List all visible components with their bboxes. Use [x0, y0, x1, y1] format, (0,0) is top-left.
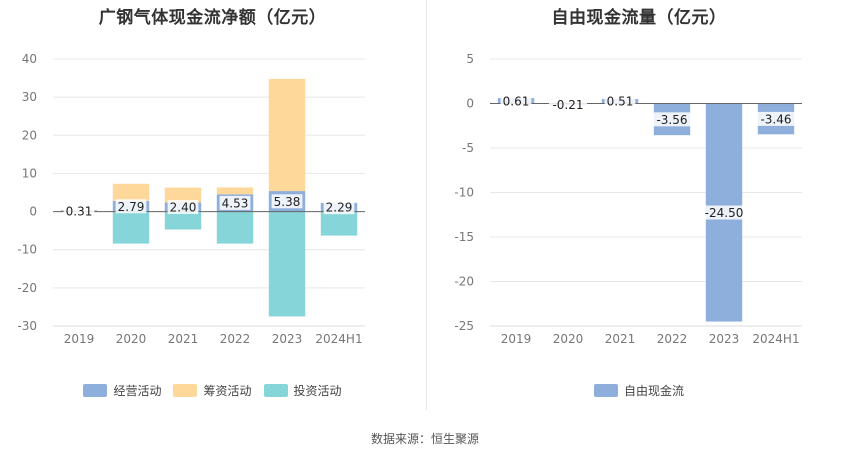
y-tick-label: 10 [22, 166, 37, 180]
cashflow-chart-panel: 广钢气体现金流净额（亿元） 40 30 20 10 0 -10 -20 -30 0.31 2.79… [0, 0, 425, 410]
x-tick-label: 2024H1 [752, 332, 799, 346]
data-label: -24.50 [705, 206, 744, 220]
fcf-chart-panel: 自由现金流量（亿元） 5 0 -5 -10 -15 -20 -25 0.61 -0.21 0.51… [428, 0, 850, 410]
x-tick-label: 2024H1 [315, 332, 362, 346]
x-tick-label: 2020 [116, 332, 147, 346]
data-label: 2.29 [326, 201, 353, 215]
fcf-legend: 自由现金流 [428, 382, 850, 399]
legend-item[interactable]: 筹资活动 [173, 382, 252, 399]
data-label-bg [604, 94, 636, 109]
x-tick-label: 2019 [501, 332, 532, 346]
bar-投资活动 [268, 211, 306, 317]
y-tick-label: -20 [454, 275, 474, 289]
data-label-bg [549, 97, 587, 112]
y-tick-label: 30 [22, 90, 37, 104]
data-label: 0.51 [607, 95, 634, 109]
y-tick-label: -10 [454, 186, 474, 200]
bar-投资活动 [216, 211, 254, 244]
x-tick-label: 2021 [168, 332, 199, 346]
legend-item[interactable]: 经营活动 [83, 382, 161, 399]
fcf-chart: 5 0 -5 -10 -15 -20 -25 0.61 -0.21 0.51 -3.56 -24.50… [454, 52, 802, 346]
data-label-bg [323, 200, 355, 215]
data-label-bg [167, 199, 199, 214]
bar-筹资活动 [268, 78, 306, 192]
legend-label: 经营活动 [113, 384, 162, 398]
bar-筹资活动 [112, 183, 150, 201]
legend-label: 筹资活动 [203, 384, 252, 398]
bar-筹资活动 [164, 187, 202, 203]
y-tick-label: 0 [466, 97, 474, 111]
x-tick-label: 2022 [657, 332, 688, 346]
y-tick-label: 0 [29, 205, 37, 219]
y-tick-label: -5 [462, 141, 474, 155]
legend-swatch [173, 384, 198, 397]
y-tick-label: -15 [454, 230, 474, 244]
data-label: -3.46 [760, 112, 791, 126]
bar-投资活动 [164, 211, 202, 230]
data-label: 5.38 [274, 195, 301, 209]
data-label: 0.61 [503, 94, 530, 108]
y-tick-label: 20 [22, 128, 37, 142]
cashflow-chart: 40 30 20 10 0 -10 -20 -30 0.31 2.79 2.40 4.53 5.38 2.… [17, 52, 365, 346]
data-label-bg [219, 195, 251, 210]
data-label: 2.79 [118, 200, 145, 214]
legend-label: 自由现金流 [623, 384, 684, 398]
bar-投资活动 [112, 211, 150, 244]
data-label: 4.53 [222, 196, 249, 210]
data-label: 0.31 [66, 204, 93, 218]
chart-title: 自由现金流量（亿元） [551, 8, 727, 28]
data-label-bg [500, 93, 532, 108]
x-tick-label: 2021 [605, 332, 636, 346]
data-label-bg [701, 205, 747, 220]
bar-筹资活动 [216, 187, 254, 195]
x-tick-label: 2020 [553, 332, 584, 346]
data-label-bg [271, 194, 303, 209]
cashflow-legend: 经营活动 筹资活动 投资活动 [0, 382, 425, 399]
data-label-bg [115, 199, 147, 214]
panel-divider [426, 0, 427, 410]
chart-title: 广钢气体现金流净额（亿元） [98, 8, 327, 28]
data-label: -0.21 [552, 98, 583, 112]
x-tick-label: 2023 [709, 332, 740, 346]
bar-投资活动 [320, 211, 358, 236]
x-tick-label: 2019 [64, 332, 95, 346]
y-tick-label: -10 [17, 243, 37, 257]
legend-label: 投资活动 [293, 384, 342, 398]
y-tick-label: -20 [17, 281, 37, 295]
y-tick-label: 40 [22, 52, 37, 66]
legend-item[interactable]: 投资活动 [263, 382, 342, 399]
x-tick-label: 2023 [272, 332, 303, 346]
data-label-bg [757, 111, 795, 126]
data-label-bg [63, 203, 95, 218]
data-label-bg [653, 112, 691, 127]
y-tick-label: -30 [17, 319, 37, 333]
legend-swatch [83, 384, 108, 397]
y-tick-label: 5 [466, 52, 474, 66]
data-label: 2.40 [170, 200, 197, 214]
data-source: 数据来源：恒生聚源 [370, 432, 479, 446]
data-label: -3.56 [656, 113, 687, 127]
legend-item[interactable]: 自由现金流 [593, 382, 684, 399]
legend-swatch [263, 384, 288, 397]
y-tick-label: -25 [454, 319, 474, 333]
x-tick-label: 2022 [220, 332, 251, 346]
legend-swatch [593, 384, 618, 397]
